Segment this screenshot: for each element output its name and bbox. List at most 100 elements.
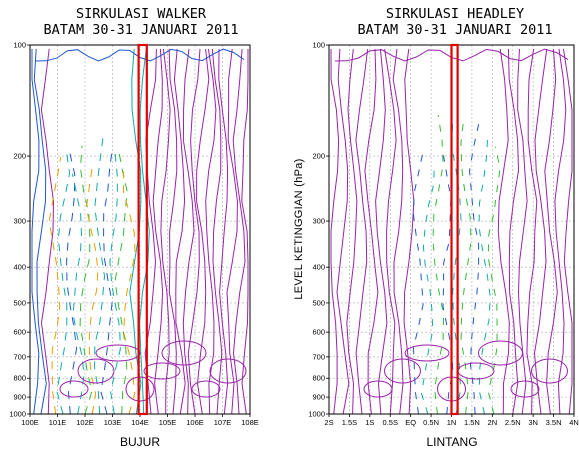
walker-y-tick-label: 300 bbox=[13, 217, 26, 226]
walker-streamline bbox=[168, 48, 178, 415]
headley-streamline bbox=[497, 48, 510, 415]
headley-streamline bbox=[460, 118, 472, 415]
headley-y-tick-label: 800 bbox=[312, 374, 325, 383]
walker-surface-loop bbox=[95, 344, 141, 362]
walker-surface-loop bbox=[125, 376, 155, 402]
headley-x-tick-label: 2N bbox=[488, 418, 498, 427]
headley-streamline bbox=[554, 48, 567, 415]
walker-y-tick-label: 600 bbox=[13, 328, 26, 337]
headley-y-tick-label: 900 bbox=[312, 393, 325, 402]
headley-x-tick-label: 1.5S bbox=[342, 418, 357, 427]
headley-title: SIRKULASI HEADLEY bbox=[386, 6, 524, 22]
walker-subtitle: BATAM 30-31 JANUARI 2011 bbox=[43, 22, 238, 38]
walker-streamline bbox=[31, 49, 40, 415]
walker-streamline bbox=[226, 48, 238, 415]
headley-streamline bbox=[420, 163, 435, 415]
walker-y-tick-label: 400 bbox=[13, 263, 26, 272]
walker-x-tick-label: 104E bbox=[131, 418, 149, 427]
walker-x-tick-label: 105E bbox=[159, 418, 177, 427]
walker-x-axis-label: BUJUR bbox=[120, 435, 160, 449]
walker-x-tick-label: 103E bbox=[104, 418, 122, 427]
headley-surface-loop bbox=[363, 380, 393, 398]
headley-streamline bbox=[507, 48, 520, 415]
headley-y-tick-label: 700 bbox=[312, 352, 325, 361]
headley-streamline bbox=[533, 48, 548, 415]
headley-surface-loop bbox=[531, 358, 568, 384]
walker-streamline bbox=[33, 48, 47, 415]
walker-y-tick-label: 1000 bbox=[9, 410, 26, 419]
walker-streamline bbox=[218, 48, 229, 415]
headley-y-tick-label: 400 bbox=[312, 263, 325, 272]
walker-title: SIRKULASI WALKER bbox=[76, 6, 207, 22]
walker-streamline bbox=[122, 171, 136, 415]
walker-surface-loop bbox=[59, 380, 89, 398]
headley-x-tick-label: 0.5N bbox=[423, 418, 439, 427]
walker-x-tick-label: 102E bbox=[76, 418, 94, 427]
headley-streamline bbox=[392, 48, 404, 415]
headley-surface-loop bbox=[478, 340, 523, 366]
headley-subtitle: BATAM 30-31 JANUARI 2011 bbox=[357, 22, 552, 38]
walker-streamline bbox=[241, 49, 249, 415]
walker-y-tick-label: 500 bbox=[13, 298, 26, 307]
headley-x-tick-label: EQ bbox=[405, 418, 416, 427]
headley-streamline bbox=[330, 48, 340, 415]
headley-streamline bbox=[346, 48, 358, 415]
walker-highlight-box bbox=[137, 43, 148, 416]
walker-streamline bbox=[94, 138, 106, 415]
headley-streamline bbox=[375, 48, 388, 415]
walker-streamline bbox=[79, 145, 93, 415]
walker-streamline bbox=[187, 48, 201, 415]
walker-x-tick-label: 107E bbox=[214, 418, 232, 427]
walker-streamline bbox=[85, 166, 99, 415]
headley-streamline bbox=[364, 48, 379, 415]
headley-streamline bbox=[403, 48, 415, 415]
walker-y-tick-label: 700 bbox=[13, 352, 26, 361]
headley-streamline bbox=[487, 146, 501, 415]
headley-streamline bbox=[451, 122, 462, 415]
headley-surface-loop bbox=[404, 344, 450, 362]
walker-streamline bbox=[205, 48, 217, 415]
walker-streamline bbox=[160, 48, 171, 415]
walker-streamline bbox=[211, 48, 223, 415]
walker-surface-loop bbox=[77, 358, 115, 384]
headley-streamline bbox=[355, 48, 369, 415]
walker-surface-loop bbox=[161, 340, 207, 366]
walker-y-tick-label: 900 bbox=[13, 393, 26, 402]
walker-surface-loop bbox=[143, 362, 181, 380]
walker-streamline bbox=[232, 48, 246, 415]
headley-x-axis-label: LINTANG bbox=[426, 435, 477, 449]
headley-x-tick-label: 1N bbox=[447, 418, 457, 427]
headley-x-tick-label: 1S bbox=[365, 418, 374, 427]
headley-highlight-box bbox=[450, 43, 459, 416]
headley-panel: SIRKULASI HEADLEY BATAM 30-31 JANUARI 20… bbox=[293, 6, 579, 449]
headley-surface-loop bbox=[457, 362, 495, 380]
headley-x-tick-label: 2.5N bbox=[505, 418, 521, 427]
walker-y-tick-label: 200 bbox=[13, 152, 26, 161]
walker-streamline bbox=[40, 48, 55, 415]
headley-streamline bbox=[432, 115, 445, 415]
headley-streamline bbox=[384, 48, 397, 415]
headley-x-tick-label: 0.5S bbox=[383, 418, 398, 427]
walker-streamline bbox=[71, 173, 85, 415]
walker-surface-loop bbox=[191, 380, 221, 398]
headley-x-tick-label: 4N bbox=[569, 418, 579, 427]
walker-streamline bbox=[56, 151, 71, 415]
walker-streamline bbox=[66, 152, 78, 415]
walker-y-tick-label: 100 bbox=[13, 41, 26, 50]
headley-y-tick-label: 300 bbox=[312, 217, 325, 226]
headley-y-axis-label: LEVEL KETINGGIAN (hPa) bbox=[293, 158, 305, 299]
walker-streamline bbox=[173, 48, 186, 415]
walker-streamline bbox=[196, 48, 210, 415]
walker-x-tick-label: 106E bbox=[186, 418, 204, 427]
headley-streamline bbox=[526, 48, 538, 415]
walker-y-tick-label: 800 bbox=[13, 374, 26, 383]
headley-y-tick-label: 600 bbox=[312, 328, 325, 337]
walker-streamline bbox=[100, 146, 114, 415]
walker-streamline bbox=[144, 48, 157, 415]
headley-x-tick-label: 3N bbox=[528, 418, 538, 427]
headley-streamline bbox=[478, 132, 491, 415]
walker-x-tick-label: 101E bbox=[49, 418, 67, 427]
headley-y-tick-label: 1000 bbox=[308, 410, 325, 419]
headley-y-tick-label: 200 bbox=[312, 152, 325, 161]
